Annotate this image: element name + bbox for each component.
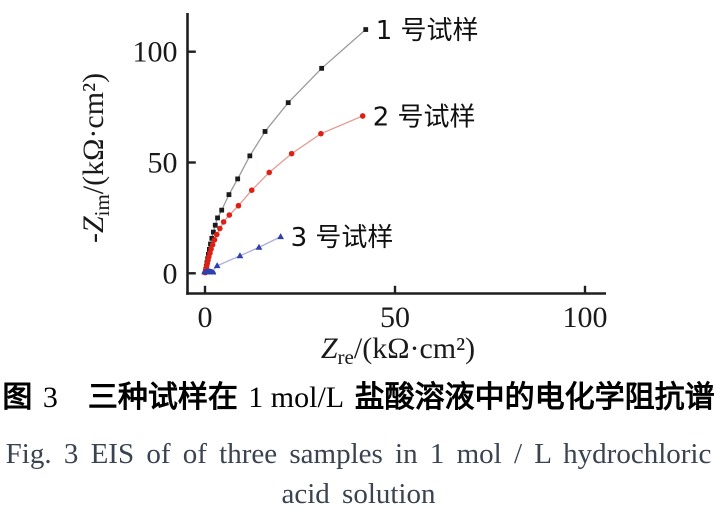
y-axis-label: -Zim/(kΩ·cm²) — [77, 73, 114, 243]
eis-nyquist-chart: 0 50 100 0 50 100 1 号试样 2 号试样 3 号试样 Zre/(kΩ·cm²… — [77, 13, 608, 369]
legend-label-sample-2: 2 号试样 — [373, 102, 476, 132]
data-point-triangle — [277, 233, 285, 240]
y-tick-label: 100 — [133, 36, 178, 69]
sample-3-line — [211, 236, 281, 273]
data-point-square — [319, 65, 325, 71]
data-point-square — [247, 153, 253, 159]
data-point-square — [363, 27, 369, 32]
data-point-circle — [220, 219, 227, 225]
caption-cn-part: 盐酸溶液中的电化学阻抗谱 — [344, 380, 715, 415]
data-point-circle — [208, 246, 214, 252]
legend-label-sample-3: 3 号试样 — [291, 223, 394, 253]
data-point-circle — [217, 225, 223, 232]
data-point-square — [226, 192, 232, 198]
caption-cn-part: 1 mol/L — [248, 381, 345, 414]
y-tick-label: 0 — [163, 257, 178, 290]
series-sample-3: 3 号试样 — [201, 223, 394, 275]
caption-en-line2: acid solution — [281, 478, 436, 510]
sample-3-hf-loop — [201, 268, 217, 275]
x-tick-label: 50 — [380, 301, 410, 334]
caption-cn-part: 图 — [2, 380, 43, 415]
data-point-square — [212, 222, 218, 228]
data-point-square — [262, 129, 268, 134]
x-axis-label: Zre/(kΩ·cm²) — [321, 332, 475, 369]
caption-cn-part: 3 — [42, 381, 58, 414]
legend-label-sample-1: 1 号试样 — [376, 16, 479, 46]
data-point-circle — [288, 150, 295, 157]
data-point-circle — [213, 231, 220, 238]
data-point-circle — [248, 187, 255, 193]
data-point-circle — [226, 212, 233, 218]
data-point-circle — [211, 237, 218, 243]
series-layer: 1 号试样 2 号试样 3 号试样 — [201, 16, 479, 276]
caption-chinese: 图 3 三种试样在 1 mol/L 盐酸溶液中的电化学阻抗谱 — [0, 381, 717, 415]
y-tick-label: 50 — [148, 147, 178, 180]
caption-english: Fig. 3 EIS of of three samples in 1 mol … — [0, 434, 717, 510]
data-point-triangle — [255, 243, 263, 250]
caption-cn-part: 三种试样在 — [57, 380, 249, 415]
data-point-square — [209, 235, 215, 241]
data-point-square — [235, 176, 241, 182]
data-point-square — [215, 215, 220, 221]
data-point-circle — [318, 130, 324, 137]
x-tick-label: 0 — [198, 301, 213, 334]
data-point-square — [210, 229, 216, 235]
caption-en-line1: Fig. 3 EIS of of three samples in 1 mol … — [5, 438, 712, 470]
data-point-circle — [235, 202, 242, 209]
data-point-square — [285, 100, 291, 106]
data-point-triangle — [213, 262, 221, 269]
data-point-square — [219, 207, 225, 213]
data-point-triangle — [236, 252, 244, 259]
ticks-layer: 0 50 100 0 50 100 — [133, 36, 608, 334]
data-point-circle — [359, 113, 366, 119]
x-tick-label: 100 — [563, 301, 608, 334]
data-point-circle — [266, 169, 273, 176]
data-point-circle — [209, 241, 216, 248]
